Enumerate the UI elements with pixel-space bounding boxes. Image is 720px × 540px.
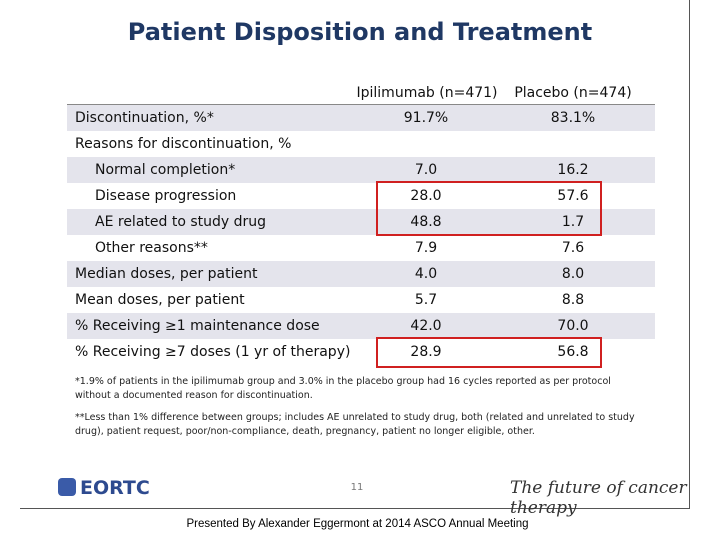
logo-icon [58,478,76,496]
row-label: Mean doses, per patient [75,292,245,308]
page-number: 11 [350,482,364,493]
table-row: % Receiving ≥7 doses (1 yr of therapy) 28… [67,339,655,365]
row-label: Disease progression [95,188,237,204]
column-header: Placebo (n=474) [514,85,632,101]
table-row: Reasons for discontinuation, % [67,131,655,157]
cell-value: 16.2 [557,162,589,178]
cell-value: 28.0 [410,188,442,204]
cell-value: 42.0 [410,318,442,334]
cell-value: 70.0 [557,318,589,334]
table-row: Mean doses, per patient 5.7 8.8 [67,287,655,313]
row-label: Other reasons** [95,240,208,256]
cell-value: 48.8 [410,214,442,230]
row-label: Normal completion* [95,162,236,178]
cell-value: 57.6 [557,188,589,204]
table-row: Discontinuation, %* 91.7% 83.1% [67,105,655,131]
cell-value: 8.0 [561,266,585,282]
cell-value: 8.8 [561,292,585,308]
cell-value: 83.1% [550,110,596,126]
table-row: Median doses, per patient 4.0 8.0 [67,261,655,287]
cell-value: 1.7 [561,214,585,230]
slide-border [20,508,690,509]
row-label: AE related to study drug [95,214,267,230]
table-row: AE related to study drug 48.8 1.7 [67,209,655,235]
row-label: Discontinuation, %* [75,110,214,126]
logo: EORTC [80,477,150,499]
slide-border [689,0,690,508]
cell-value: 7.6 [561,240,585,256]
cell-value: 7.9 [414,240,438,256]
highlight-box [376,337,602,368]
row-label: % Receiving ≥1 maintenance dose [75,318,320,334]
highlight-box [376,181,602,236]
cell-value: 91.7% [403,110,449,126]
row-label: % Receiving ≥7 doses (1 yr of therapy) [75,344,351,360]
table-row: Other reasons** 7.9 7.6 [67,235,655,261]
table-row: Disease progression 28.0 57.6 [67,183,655,209]
title: Patient Disposition and Treatment [127,18,593,46]
column-header: Ipilimumab (n=471) [356,85,498,101]
caption: Presented By Alexander Eggermont at 2014… [186,518,529,530]
footnote: **Less than 1% difference between groups… [75,412,635,437]
cell-value: 7.0 [414,162,438,178]
cell-value: 28.9 [410,344,442,360]
footnote: *1.9% of patients in the ipilimumab grou… [75,376,611,401]
cell-value: 4.0 [414,266,438,282]
table-header: Ipilimumab (n=471) Placebo (n=474) [67,82,655,105]
row-label: Median doses, per patient [75,266,258,282]
table-row: % Receiving ≥1 maintenance dose 42.0 70.0 [67,313,655,339]
cell-value: 56.8 [557,344,589,360]
cell-value: 5.7 [414,292,438,308]
tagline: The future of cancer therapy [510,478,687,518]
row-label: Reasons for discontinuation, % [75,136,292,152]
table-row: Normal completion* 7.0 16.2 [67,157,655,183]
